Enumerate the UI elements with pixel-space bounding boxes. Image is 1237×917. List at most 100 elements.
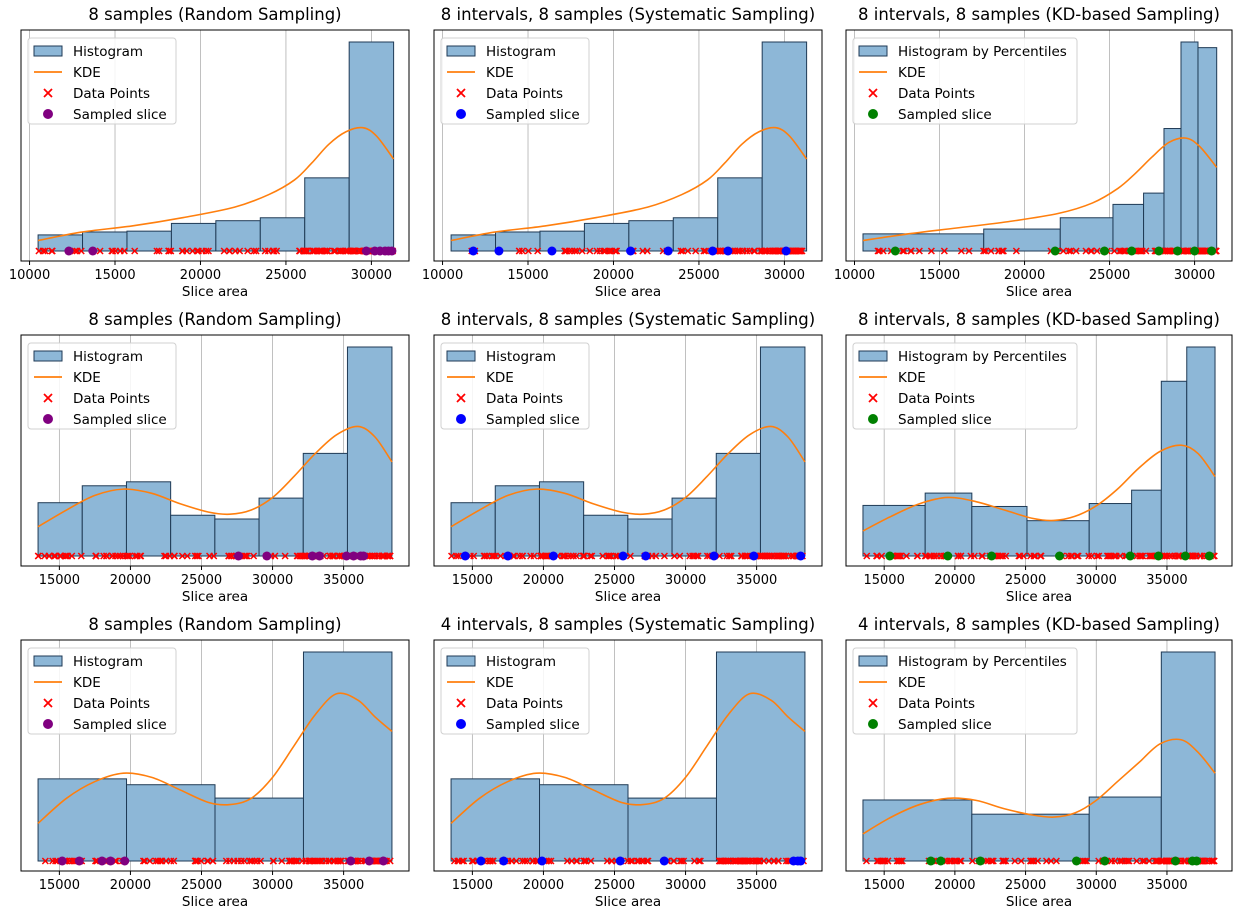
x-tick-label: 15000 [39, 878, 80, 893]
data-point-marker [166, 552, 174, 560]
data-point-marker [1183, 247, 1191, 255]
sampled-slice-swatch [43, 719, 53, 729]
data-point-marker [1104, 552, 1112, 560]
data-point-marker [563, 857, 571, 865]
data-point-marker [561, 552, 569, 560]
legend-label: Histogram by Percentiles [898, 44, 1067, 60]
kde-line [450, 425, 806, 528]
legend-box [440, 37, 590, 125]
x-tick-label: 20000 [934, 878, 975, 893]
data-point-marker [192, 857, 200, 865]
sampled-slice-marker [890, 246, 900, 256]
data-point-marker [670, 857, 678, 865]
subplot-title: 8 intervals, 8 samples (KD-based Samplin… [858, 5, 1220, 24]
data-point-marker [790, 247, 799, 255]
data-point-marker [468, 857, 477, 865]
data-point-marker [605, 247, 613, 255]
legend-label: KDE [898, 675, 926, 691]
data-point-marker [695, 857, 703, 865]
sampled-slice-marker [781, 246, 791, 256]
data-point-marker [957, 552, 965, 560]
data-point-marker [193, 247, 201, 255]
data-point-marker [676, 552, 684, 560]
data-point-marker [1124, 857, 1132, 865]
legend-label: Data Points [73, 86, 150, 102]
legend-box [27, 37, 177, 125]
data-point-marker [1154, 857, 1162, 865]
x-axis-label: Slice area [1006, 284, 1072, 300]
legend-label: Histogram [486, 654, 556, 670]
sampled-slice-marker [233, 551, 243, 561]
data-point-marker [77, 247, 85, 255]
data-point-marker [586, 552, 594, 560]
data-point-marker [310, 247, 318, 255]
data-point-marker [244, 247, 252, 255]
data-point-marker [702, 247, 710, 255]
data-point-marker [222, 857, 230, 865]
sampled-slice-marker [1207, 246, 1217, 256]
data-points-swatch [43, 393, 53, 403]
sampled-slice-marker [708, 246, 718, 256]
data-point-marker [1067, 552, 1075, 560]
x-tick-label: 30000 [665, 573, 706, 588]
x-tick-label: 15000 [863, 878, 904, 893]
legend-label: KDE [73, 65, 101, 81]
data-point-marker [957, 247, 965, 255]
data-point-marker [39, 247, 47, 255]
data-point-marker [324, 247, 332, 255]
x-axis-label: Slice area [595, 589, 661, 605]
sampled-slice-marker [1173, 246, 1183, 256]
data-point-marker [269, 857, 278, 865]
sampled-slice-marker [349, 551, 359, 561]
data-point-marker [248, 857, 256, 865]
data-point-marker [1081, 857, 1089, 865]
data-point-marker [203, 857, 211, 865]
sampled-slice-marker [97, 856, 107, 866]
data-point-marker [1072, 247, 1080, 255]
data-point-marker [572, 552, 580, 560]
data-point-marker [68, 552, 76, 560]
data-point-marker [1093, 552, 1101, 560]
data-point-marker [91, 857, 99, 865]
sampled-slice-marker [120, 856, 130, 866]
sampled-slice-marker [314, 551, 324, 561]
data-point-marker [312, 857, 320, 865]
data-point-marker [228, 552, 236, 560]
data-point-marker [771, 247, 779, 255]
data-point-marker [670, 552, 678, 560]
subplot-title: 4 intervals, 8 samples (Systematic Sampl… [440, 615, 816, 634]
histogram-swatch [33, 655, 63, 667]
data-point-marker [884, 857, 892, 865]
data-point-marker [537, 552, 545, 560]
data-point-marker [515, 247, 523, 255]
x-tick-label: 10000 [422, 268, 463, 283]
x-axis-label: Slice area [595, 284, 661, 300]
x-tick-label: 20000 [180, 268, 221, 283]
data-point-marker [154, 857, 162, 865]
data-point-marker [586, 247, 594, 255]
legend-label: KDE [73, 675, 101, 691]
legend: Histogram by Percentiles KDE Data Points Sa… [852, 342, 1078, 430]
data-point-marker [1121, 247, 1129, 255]
data-point-marker [50, 552, 58, 560]
kde-line [862, 444, 1216, 532]
sampled-slice-marker [476, 856, 486, 866]
data-point-marker [162, 857, 170, 865]
histogram-bar [971, 813, 1090, 862]
data-point-marker [286, 857, 294, 865]
legend-label: KDE [898, 370, 926, 386]
data-point-marker [692, 247, 700, 255]
data-point-marker [108, 552, 116, 560]
data-point-marker [310, 857, 318, 865]
sampled-slice-marker [796, 551, 806, 561]
data-point-marker [1026, 857, 1035, 865]
sampled-slice-marker [926, 856, 936, 866]
legend-box [27, 647, 177, 735]
data-point-marker [300, 552, 308, 560]
legend-label: Sampled slice [73, 412, 167, 428]
legend: Histogram KDE Data Points Sampled slice [27, 37, 177, 125]
sampled-slice-marker [341, 551, 351, 561]
axes-frame [845, 639, 1233, 872]
legend-label: KDE [486, 65, 514, 81]
